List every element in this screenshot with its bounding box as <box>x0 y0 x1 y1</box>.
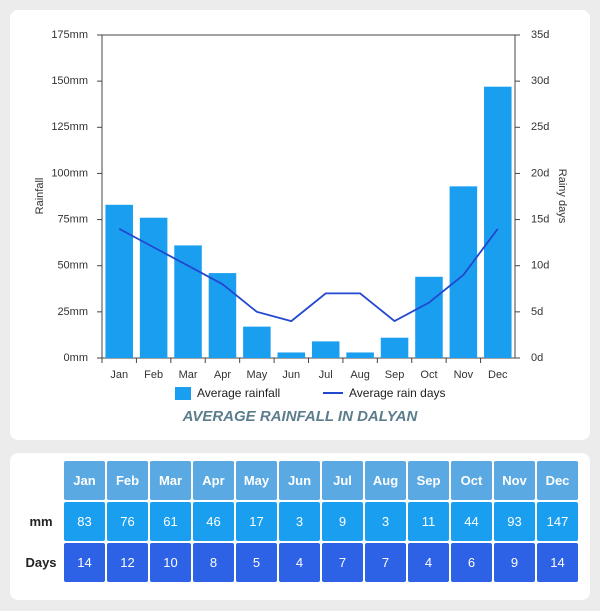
bar <box>380 337 409 358</box>
table-cell: 3 <box>279 502 320 541</box>
table-cell: Jan <box>64 461 105 500</box>
table-cell: 3 <box>365 502 406 541</box>
table-cell: Aug <box>365 461 406 500</box>
table-cell: May <box>236 461 277 500</box>
y2-axis-label: Rainy days <box>556 169 568 224</box>
bar <box>139 217 168 358</box>
legend-label: Average rainfall <box>197 386 280 400</box>
y-tick-label: 175mm <box>51 29 88 41</box>
table-cell: Oct <box>451 461 492 500</box>
table-cell: Dec <box>537 461 578 500</box>
y2-tick-label: 30d <box>531 75 549 87</box>
x-tick-label: Jun <box>282 369 300 381</box>
y2-tick-label: 0d <box>531 352 543 364</box>
y2-tick-label: 15d <box>531 213 549 225</box>
bar <box>346 352 374 358</box>
table-cell: Sep <box>408 461 449 500</box>
y-tick-label: 125mm <box>51 121 88 133</box>
y2-tick-label: 20d <box>531 167 549 179</box>
y-tick-label: 0mm <box>64 352 88 364</box>
table-cell: 10 <box>150 543 191 582</box>
bar <box>449 186 478 358</box>
table-cell: 17 <box>236 502 277 541</box>
data-table: Jan Feb Mar Apr May Jun Jul Aug Sep Oct Nov Dec mm 83… <box>18 459 580 584</box>
x-tick-label: Jan <box>110 369 128 381</box>
x-tick-label: Feb <box>144 369 163 381</box>
y2-tick-label: 35d <box>531 29 549 41</box>
x-tick-label: Dec <box>488 369 508 381</box>
table-cell: 76 <box>107 502 148 541</box>
table-cell: Jun <box>279 461 320 500</box>
y-tick-label: 50mm <box>57 260 88 272</box>
x-tick-label: Jul <box>319 369 333 381</box>
x-tick-label: Mar <box>179 369 198 381</box>
table-cell: 14 <box>537 543 578 582</box>
table-cell: 7 <box>322 543 363 582</box>
table-cell: Days <box>20 543 62 582</box>
bar <box>484 86 512 359</box>
table-cell: Mar <box>150 461 191 500</box>
bar <box>243 326 271 358</box>
table-cell: 9 <box>494 543 535 582</box>
table-cell: Jul <box>322 461 363 500</box>
table-cell: Feb <box>107 461 148 500</box>
table-cell: 6 <box>451 543 492 582</box>
chart: Rainfall Rainy days AVERAGE RAINFALL IN … <box>34 29 568 425</box>
x-tick-label: Apr <box>214 369 231 381</box>
table-cell: 12 <box>107 543 148 582</box>
table-cell: Apr <box>193 461 234 500</box>
table-card: Jan Feb Mar Apr May Jun Jul Aug Sep Oct Nov Dec mm 83… <box>10 453 590 600</box>
x-tick-label: Oct <box>420 369 437 381</box>
chart-title: AVERAGE RAINFALL IN DALYAN <box>182 408 419 425</box>
bar <box>208 273 237 358</box>
table-cell: 11 <box>408 502 449 541</box>
bar <box>277 352 306 358</box>
table-cell: 83 <box>64 502 105 541</box>
line <box>118 228 499 323</box>
y-tick-label: 150mm <box>51 75 88 87</box>
table-cell: 46 <box>193 502 234 541</box>
table-cell: 44 <box>451 502 492 541</box>
table-cell: 93 <box>494 502 535 541</box>
y-tick-label: 25mm <box>57 306 88 318</box>
table-row: mm 83 76 61 46 17 3 9 3 11 44 93 147 <box>20 502 578 541</box>
table-cell: 14 <box>64 543 105 582</box>
y2-tick-label: 5d <box>531 306 543 318</box>
chart-card: Rainfall Rainy days AVERAGE RAINFALL IN … <box>10 10 590 440</box>
x-tick-label: Sep <box>385 369 405 381</box>
y2-tick-label: 10d <box>531 260 549 272</box>
bar <box>105 204 133 358</box>
table-cell: mm <box>20 502 62 541</box>
table-cell: Nov <box>494 461 535 500</box>
y2-tick-label: 25d <box>531 121 549 133</box>
table-cell: 9 <box>322 502 363 541</box>
table-row: Days 14 12 10 8 5 4 7 7 4 6 9 14 <box>20 543 578 582</box>
table-cell: 8 <box>193 543 234 582</box>
table-cell: 7 <box>365 543 406 582</box>
table-cell: 4 <box>279 543 320 582</box>
bar <box>174 245 202 358</box>
x-tick-label: May <box>246 369 267 381</box>
table-row: Jan Feb Mar Apr May Jun Jul Aug Sep Oct Nov Dec <box>20 461 578 500</box>
y-tick-label: 100mm <box>51 167 88 179</box>
bar <box>415 276 443 358</box>
y-tick-label: 75mm <box>57 213 88 225</box>
table-cell: 147 <box>537 502 578 541</box>
table-cell: 5 <box>236 543 277 582</box>
table-cell <box>20 461 62 500</box>
x-tick-label: Nov <box>454 369 474 381</box>
legend-swatch <box>175 387 191 400</box>
x-tick-label: Aug <box>350 369 370 381</box>
table-cell: 61 <box>150 502 191 541</box>
table-cell: 4 <box>408 543 449 582</box>
y-axis-label: Rainfall <box>34 178 46 215</box>
bar <box>311 341 340 358</box>
legend-label: Average rain days <box>349 386 446 400</box>
